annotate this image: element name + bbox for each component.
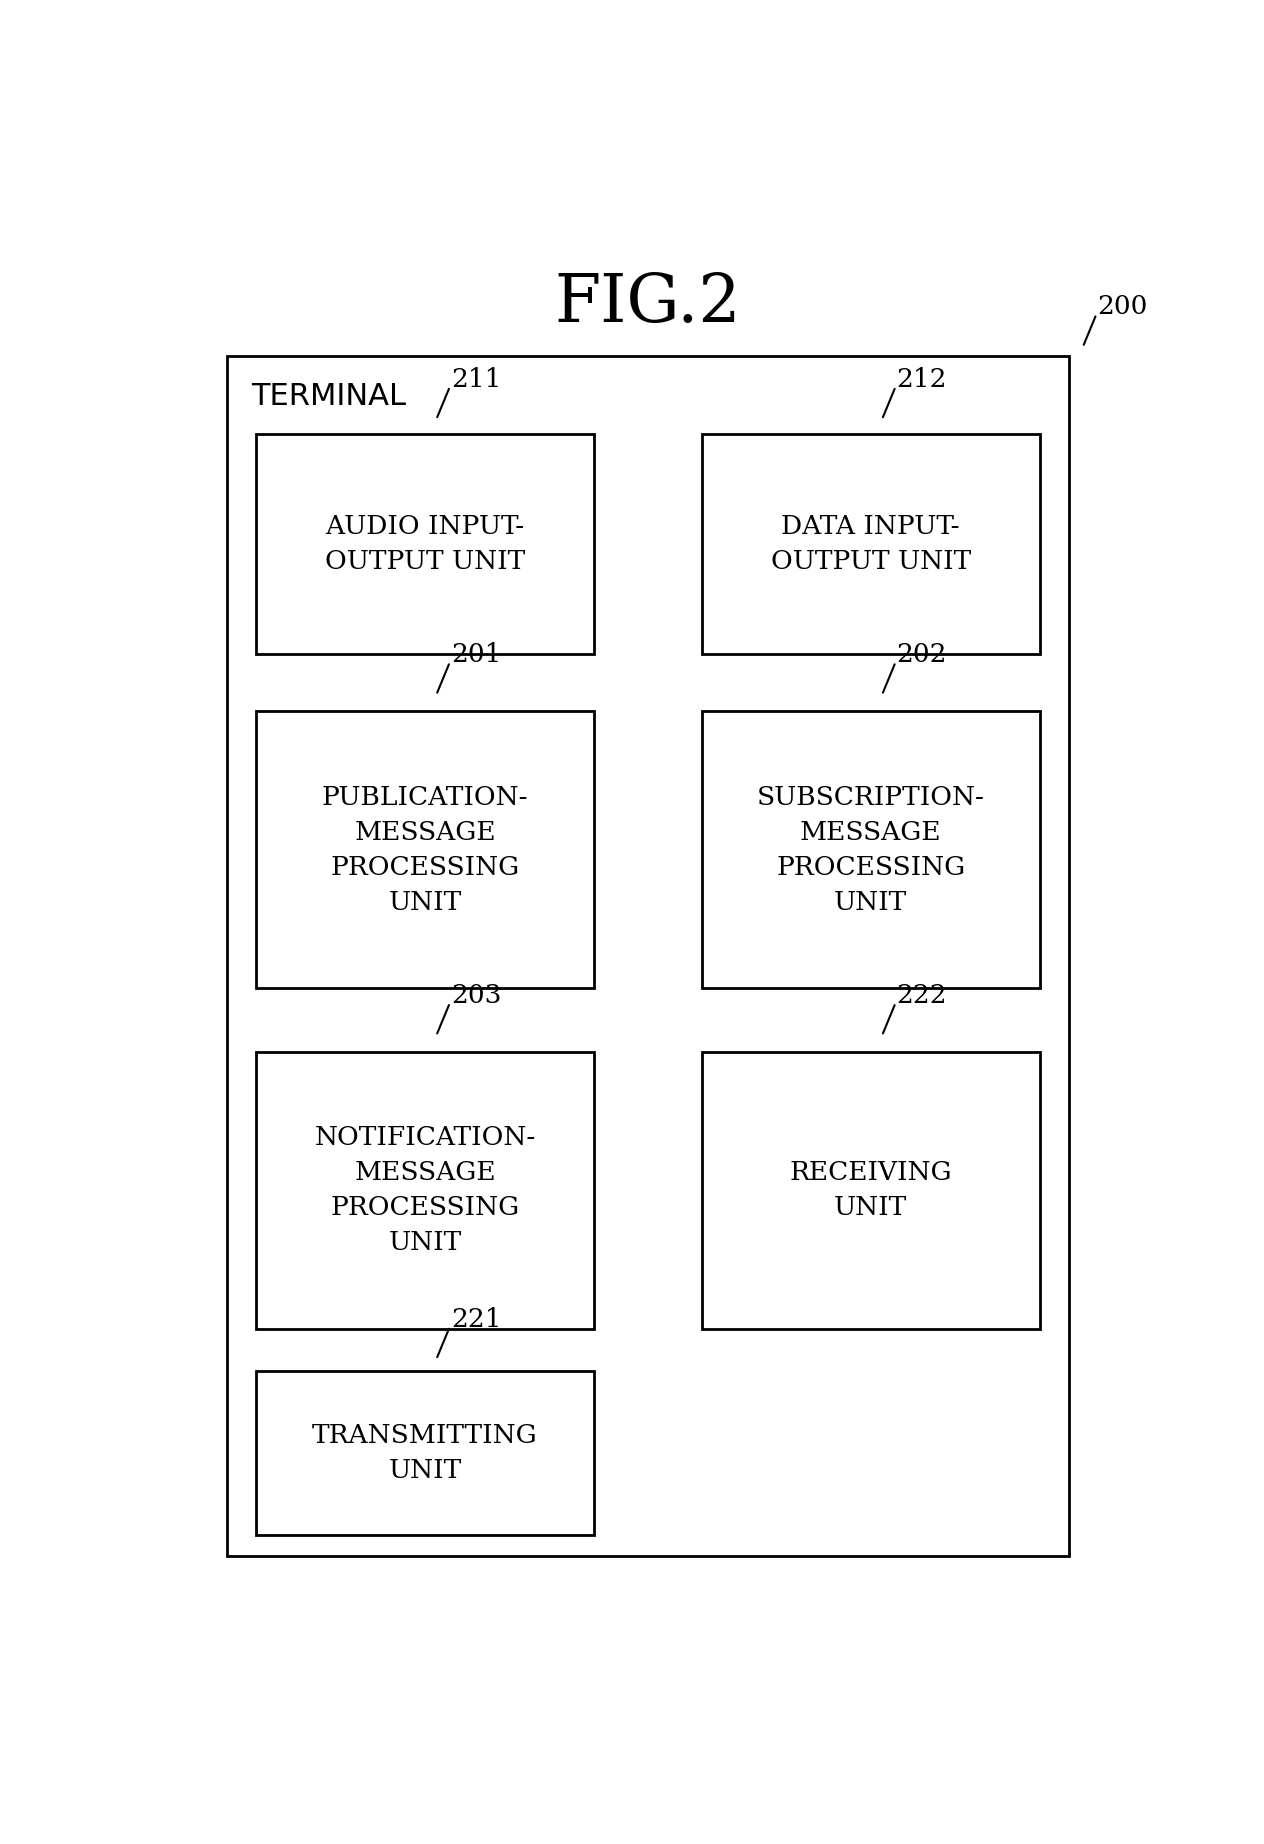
Text: TERMINAL: TERMINAL [252,382,406,411]
Text: 211: 211 [451,367,502,391]
Text: 212: 212 [896,367,947,391]
Bar [255,712,594,988]
Text: 200: 200 [1097,295,1148,319]
Text: 203: 203 [451,983,502,1009]
Text: 201: 201 [451,642,502,668]
Text: 221: 221 [451,1307,502,1331]
Bar [702,1051,1040,1330]
Text: 202: 202 [896,642,947,668]
Bar [255,1372,594,1534]
Text: SUBSCRIPTION-
MESSAGE
PROCESSING
UNIT: SUBSCRIPTION- MESSAGE PROCESSING UNIT [757,784,985,915]
Text: RECEIVING
UNIT: RECEIVING UNIT [789,1160,952,1221]
Bar [702,712,1040,988]
Bar [255,1051,594,1330]
Text: NOTIFICATION-
MESSAGE
PROCESSING
UNIT: NOTIFICATION- MESSAGE PROCESSING UNIT [315,1125,536,1256]
Bar [702,435,1040,655]
Bar [255,435,594,655]
Text: DATA INPUT-
OUTPUT UNIT: DATA INPUT- OUTPUT UNIT [771,514,971,573]
Text: TRANSMITTING
UNIT: TRANSMITTING UNIT [312,1424,537,1483]
Bar [226,356,1069,1556]
Text: AUDIO INPUT-
OUTPUT UNIT: AUDIO INPUT- OUTPUT UNIT [325,514,525,573]
Text: PUBLICATION-
MESSAGE
PROCESSING
UNIT: PUBLICATION- MESSAGE PROCESSING UNIT [322,784,528,915]
Text: FIG.2: FIG.2 [555,271,741,336]
Text: 222: 222 [896,983,947,1009]
